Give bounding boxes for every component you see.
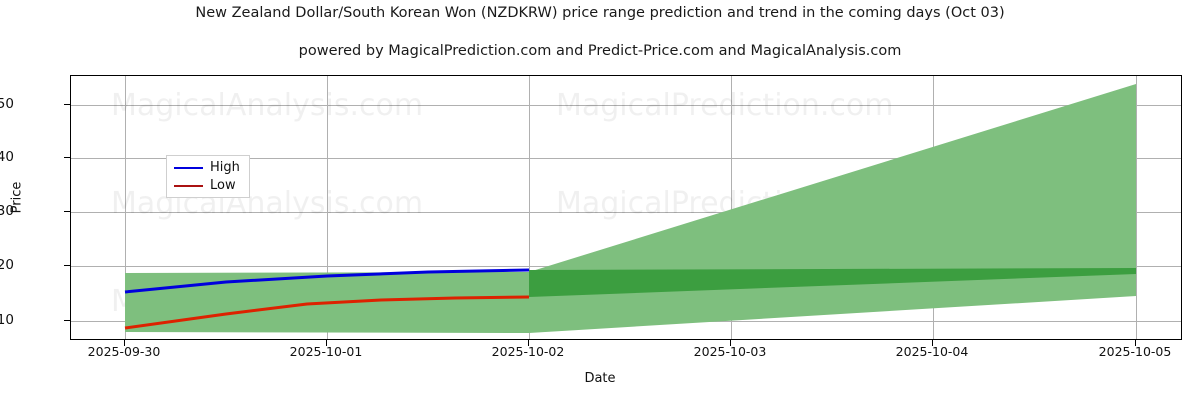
outer-range-band xyxy=(125,84,1136,333)
gridline-2025-10-05 xyxy=(1136,76,1137,339)
xtick-label-2025-10-05: 2025-10-05 xyxy=(1098,344,1172,359)
ytickmark-820 xyxy=(64,265,70,267)
legend-label-high: High xyxy=(210,160,240,175)
gridline-830 xyxy=(71,212,1181,213)
xtickmark-2025-10-05 xyxy=(1135,340,1137,346)
ytick-label-850: 850 xyxy=(0,96,14,112)
xtick-label-2025-10-02: 2025-10-02 xyxy=(491,344,565,359)
chart-title: New Zealand Dollar/South Korean Won (NZD… xyxy=(195,5,1005,21)
xtickmark-2025-10-04 xyxy=(932,340,934,346)
plot-area: MagicalAnalysis.com MagicalPrediction.co… xyxy=(70,75,1182,340)
data-layer xyxy=(124,84,1136,333)
legend-item-low: Low xyxy=(174,179,240,192)
ytickmark-840 xyxy=(64,157,70,159)
ytick-label-830: 830 xyxy=(0,203,14,219)
legend-label-low: Low xyxy=(210,178,236,193)
gridline-840 xyxy=(71,158,1181,159)
legend-swatch-low-icon xyxy=(174,184,203,187)
y-axis-label: Price xyxy=(9,181,25,214)
xtick-label-2025-10-03: 2025-10-03 xyxy=(693,344,767,359)
gridline-2025-10-03 xyxy=(731,76,732,339)
xtick-label-2025-10-01: 2025-10-01 xyxy=(289,344,363,359)
xtick-label-2025-09-30: 2025-09-30 xyxy=(87,344,161,359)
ytick-label-820: 820 xyxy=(0,257,14,273)
gridline-2025-10-01 xyxy=(327,76,328,339)
xtickmark-2025-09-30 xyxy=(124,340,126,346)
legend-item-high: High xyxy=(174,161,240,174)
ytick-label-810: 810 xyxy=(0,312,14,328)
chart-subtitle: powered by MagicalPrediction.com and Pre… xyxy=(298,43,902,59)
chart-legend: High Low xyxy=(166,155,250,198)
xtickmark-2025-10-03 xyxy=(730,340,732,346)
ytickmark-850 xyxy=(64,104,70,106)
ytickmark-810 xyxy=(64,320,70,322)
xtickmark-2025-10-01 xyxy=(326,340,328,346)
ytick-label-840: 840 xyxy=(0,149,14,165)
xtickmark-2025-10-02 xyxy=(528,340,530,346)
xtick-label-2025-10-04: 2025-10-04 xyxy=(895,344,969,359)
gridline-850 xyxy=(71,105,1181,106)
low-line xyxy=(124,295,530,330)
legend-swatch-high-icon xyxy=(174,166,203,169)
gridline-2025-10-02 xyxy=(529,76,530,339)
gridline-2025-09-30 xyxy=(125,76,126,339)
inner-trend-band xyxy=(529,268,1136,297)
high-line xyxy=(124,268,530,294)
x-axis-label: Date xyxy=(584,371,616,386)
ytickmark-830 xyxy=(64,211,70,213)
